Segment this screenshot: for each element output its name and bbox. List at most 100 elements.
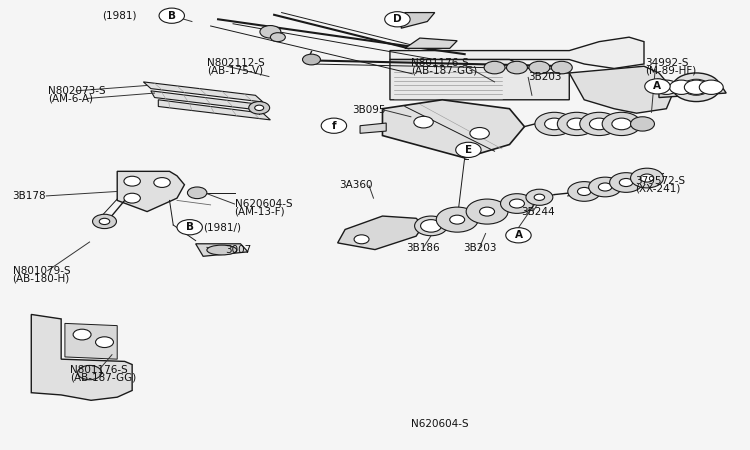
Circle shape <box>249 102 270 114</box>
Circle shape <box>526 189 553 205</box>
Circle shape <box>92 214 116 229</box>
Text: (1981): (1981) <box>102 11 136 21</box>
Polygon shape <box>65 324 117 359</box>
Text: (XX-241): (XX-241) <box>635 184 680 194</box>
Text: (AM-13-F): (AM-13-F) <box>235 207 285 216</box>
Text: 3B244: 3B244 <box>520 207 554 216</box>
Polygon shape <box>401 13 435 28</box>
Polygon shape <box>405 38 457 48</box>
Text: B: B <box>168 11 176 21</box>
Circle shape <box>580 112 619 135</box>
Circle shape <box>645 79 670 94</box>
Circle shape <box>255 105 264 111</box>
Circle shape <box>567 118 586 130</box>
Circle shape <box>682 79 709 95</box>
Circle shape <box>673 73 720 102</box>
Circle shape <box>188 187 207 198</box>
Text: N801176-S: N801176-S <box>70 365 128 375</box>
Text: 34992-S: 34992-S <box>646 58 689 68</box>
Text: (M-89-HF): (M-89-HF) <box>646 66 697 76</box>
Circle shape <box>631 117 655 131</box>
Circle shape <box>598 183 612 191</box>
Text: E: E <box>465 145 472 155</box>
Circle shape <box>610 173 643 192</box>
Circle shape <box>271 33 285 42</box>
Circle shape <box>557 112 596 135</box>
Text: (AB-180-H): (AB-180-H) <box>13 273 70 283</box>
Circle shape <box>260 26 280 38</box>
Circle shape <box>154 178 170 188</box>
Circle shape <box>699 80 723 94</box>
Polygon shape <box>390 37 644 68</box>
Text: N801176-S: N801176-S <box>411 58 469 68</box>
Circle shape <box>470 127 489 139</box>
Text: (AM-6-A): (AM-6-A) <box>48 94 93 104</box>
Circle shape <box>95 337 113 347</box>
Circle shape <box>589 177 622 197</box>
Circle shape <box>534 194 544 200</box>
Text: A: A <box>653 81 662 91</box>
Circle shape <box>73 329 91 340</box>
Circle shape <box>529 61 550 74</box>
Text: 379572-S: 379572-S <box>635 176 686 186</box>
Text: f: f <box>332 121 336 130</box>
Ellipse shape <box>207 245 237 255</box>
Text: N802112-S: N802112-S <box>207 58 265 68</box>
Circle shape <box>99 218 109 225</box>
Text: (AB-187-GG): (AB-187-GG) <box>411 66 477 76</box>
Circle shape <box>484 61 505 74</box>
Text: 3B203: 3B203 <box>464 243 496 253</box>
Polygon shape <box>151 91 267 111</box>
Text: 3007: 3007 <box>226 246 252 256</box>
Text: D: D <box>393 14 402 24</box>
Text: 3B186: 3B186 <box>406 243 440 253</box>
Text: N802073-S: N802073-S <box>48 86 105 96</box>
Circle shape <box>450 215 465 224</box>
Text: N620604-S: N620604-S <box>411 419 469 429</box>
Circle shape <box>551 61 572 74</box>
Text: 3B203: 3B203 <box>528 72 562 82</box>
Polygon shape <box>32 315 132 400</box>
Polygon shape <box>196 244 248 256</box>
Circle shape <box>302 54 320 65</box>
Text: N801079-S: N801079-S <box>13 266 70 275</box>
Text: (AB-175-V): (AB-175-V) <box>207 66 263 76</box>
Circle shape <box>655 80 678 94</box>
Circle shape <box>124 193 140 203</box>
Circle shape <box>620 179 633 187</box>
Polygon shape <box>143 82 263 102</box>
Circle shape <box>506 61 527 74</box>
Circle shape <box>436 207 478 232</box>
Circle shape <box>385 12 410 27</box>
Circle shape <box>590 118 609 130</box>
Circle shape <box>506 228 531 243</box>
Circle shape <box>415 216 448 236</box>
Text: 3B178: 3B178 <box>13 191 46 201</box>
Circle shape <box>466 199 508 224</box>
Circle shape <box>479 207 494 216</box>
Circle shape <box>177 220 203 235</box>
Polygon shape <box>569 66 674 113</box>
Circle shape <box>159 8 184 23</box>
Text: (AB-187-GG): (AB-187-GG) <box>70 373 136 383</box>
Text: B: B <box>186 222 194 232</box>
Circle shape <box>602 112 641 135</box>
Text: 3B095: 3B095 <box>352 104 386 115</box>
Circle shape <box>670 80 693 94</box>
Polygon shape <box>382 100 524 158</box>
Circle shape <box>684 80 708 94</box>
Circle shape <box>568 182 601 201</box>
Circle shape <box>631 168 664 188</box>
Circle shape <box>578 188 591 195</box>
Polygon shape <box>117 171 184 211</box>
Text: A: A <box>514 230 523 240</box>
Circle shape <box>414 117 434 128</box>
Text: (1981/): (1981/) <box>203 222 242 232</box>
Polygon shape <box>659 82 726 98</box>
Polygon shape <box>158 100 271 120</box>
Polygon shape <box>338 216 424 250</box>
Circle shape <box>640 174 654 182</box>
Circle shape <box>77 365 101 380</box>
Polygon shape <box>360 123 386 133</box>
Circle shape <box>509 199 524 208</box>
